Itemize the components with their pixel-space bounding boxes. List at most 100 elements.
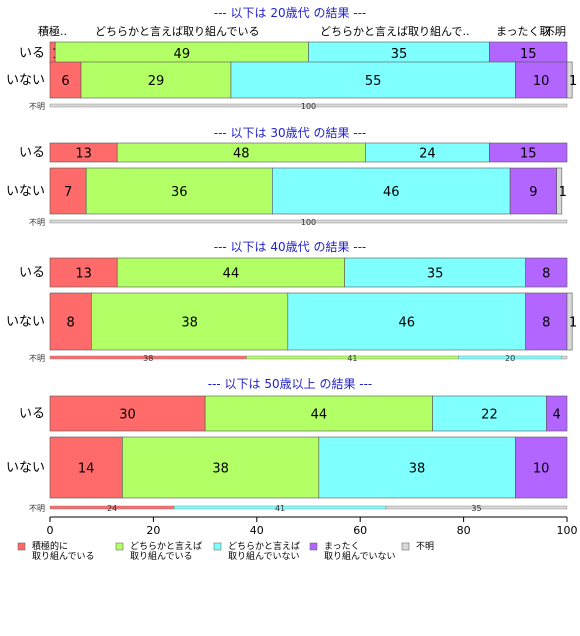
unknown-segment — [385, 505, 568, 510]
bar-segment — [80, 61, 232, 99]
unknown-data-label: 38 — [143, 354, 153, 363]
panel-title: --- 以下は 50歳以上 の結果 --- — [208, 377, 373, 391]
data-label: 8 — [67, 316, 75, 331]
bar-segment — [509, 167, 557, 215]
legend-label: どちらかと言えば — [228, 540, 300, 552]
x-tick-label: 100 — [557, 524, 578, 537]
data-label: 46 — [398, 316, 415, 331]
data-label: 1 — [569, 316, 577, 331]
data-label: 8 — [542, 267, 550, 282]
data-label: 38 — [181, 316, 198, 331]
bar-segment — [318, 436, 516, 499]
row-label: いる — [19, 266, 45, 281]
unknown-segment — [49, 219, 568, 224]
data-label: 15 — [520, 147, 537, 162]
legend-swatch — [17, 542, 26, 551]
unknown-data-label: 41 — [275, 504, 285, 513]
data-label: 44 — [223, 267, 240, 282]
data-label: 38 — [212, 462, 229, 477]
bar-segment — [49, 292, 92, 351]
legend-swatch — [309, 542, 318, 551]
unknown-data-label: 24 — [107, 504, 117, 513]
unknown-data-label: 100 — [301, 102, 316, 111]
bar-segment — [525, 257, 568, 288]
legend-label: 積極的に — [32, 540, 68, 552]
x-tick-label: 20 — [146, 524, 160, 537]
unknown-row-label: 不明 — [29, 218, 45, 227]
panel-title: --- 以下は 30歳代 の結果 --- — [214, 126, 367, 140]
bar-segment — [85, 167, 273, 215]
data-label: 35 — [391, 47, 408, 62]
data-label: 38 — [409, 462, 426, 477]
data-label: 15 — [520, 47, 537, 62]
bar-segment — [566, 292, 573, 351]
column-header-4: まったく取.. — [496, 25, 558, 38]
column-header-2: どちらかと言えば取り組んでいる — [95, 25, 259, 38]
row-label: いない — [6, 315, 45, 330]
data-label: 1 — [559, 185, 567, 200]
legend-swatch — [115, 542, 124, 551]
bar-segment — [49, 436, 123, 499]
bar-segment — [49, 395, 206, 432]
bar-segment — [514, 436, 568, 499]
data-label: 14 — [78, 462, 95, 477]
data-label: 49 — [174, 47, 191, 62]
legend-swatch — [213, 542, 222, 551]
x-tick-label: 40 — [250, 524, 264, 537]
bar-segment — [230, 61, 516, 99]
bar-segment — [204, 395, 433, 432]
bar-segment — [91, 292, 289, 351]
data-label: 24 — [419, 147, 436, 162]
unknown-row-label: 不明 — [29, 102, 45, 111]
legend-label: どちらかと言えば — [130, 540, 202, 552]
data-label: 35 — [427, 267, 444, 282]
data-label: 1 — [569, 74, 577, 89]
column-header-5: 不明 — [544, 25, 566, 38]
panel-title: --- 以下は 40歳代 の結果 --- — [214, 240, 367, 254]
bar-segment — [525, 292, 568, 351]
unknown-row-label: 不明 — [29, 354, 45, 363]
row-label: いない — [6, 73, 45, 88]
data-label: 7 — [64, 185, 72, 200]
unknown-data-label: 100 — [301, 218, 316, 227]
legend: 積極的に取り組んでいるどちらかと言えば取り組んでいるどちらかと言えば取り組んでい… — [17, 540, 434, 562]
row-label: いる — [19, 46, 45, 61]
column-header-3: どちらかと言えば取り組んで.. — [320, 25, 469, 38]
bar-segment — [49, 167, 87, 215]
legend-label-line2: 取り組んでいない — [228, 550, 300, 562]
bar-segment — [49, 61, 82, 99]
data-label: 13 — [75, 147, 92, 162]
unknown-segment — [561, 355, 568, 360]
legend-swatch — [401, 542, 410, 551]
unknown-data-label: 20 — [505, 354, 515, 363]
data-label: 10 — [533, 462, 550, 477]
unknown-row-label: 不明 — [29, 504, 45, 513]
bar-segment — [287, 292, 526, 351]
x-tick-label: 60 — [353, 524, 367, 537]
data-label: 30 — [119, 408, 136, 423]
data-label: 44 — [311, 408, 328, 423]
row-label: いない — [6, 184, 45, 199]
x-tick-label: 0 — [47, 524, 54, 537]
row-label: いる — [19, 407, 45, 422]
bar-segment — [122, 436, 320, 499]
legend-label-line2: 取り組んでいる — [32, 550, 95, 562]
bar-segment — [272, 167, 511, 215]
bar-segment — [546, 395, 568, 432]
bar-segment — [116, 257, 345, 288]
bar-segment — [49, 257, 118, 288]
data-label: 6 — [61, 74, 69, 89]
bar-segment — [514, 61, 568, 99]
data-label: 13 — [75, 267, 92, 282]
chart-panels: --- 以下は 20歳代 の結果 ---いる1493515いない62955101… — [6, 6, 577, 513]
panel-1: --- 以下は 20歳代 の結果 --- いる 1 49 35 15 いない 6 29 55 10 1… — [6, 6, 577, 111]
data-label: 48 — [233, 147, 250, 162]
legend-label: まったく — [324, 541, 360, 552]
bar-segment — [566, 61, 573, 99]
data-label: 10 — [533, 74, 550, 89]
unknown-data-label: 41 — [347, 354, 357, 363]
panel-3: --- 以下は 40歳代 の結果 --- いる 13 44 35 8 いない 8 38 46 8 1 不… — [6, 240, 577, 363]
x-tick-label: 80 — [457, 524, 471, 537]
panel-4: --- 以下は 50歳以上 の結果 --- いる 30 44 22 4 いない 14 38 38 1… — [6, 377, 568, 513]
